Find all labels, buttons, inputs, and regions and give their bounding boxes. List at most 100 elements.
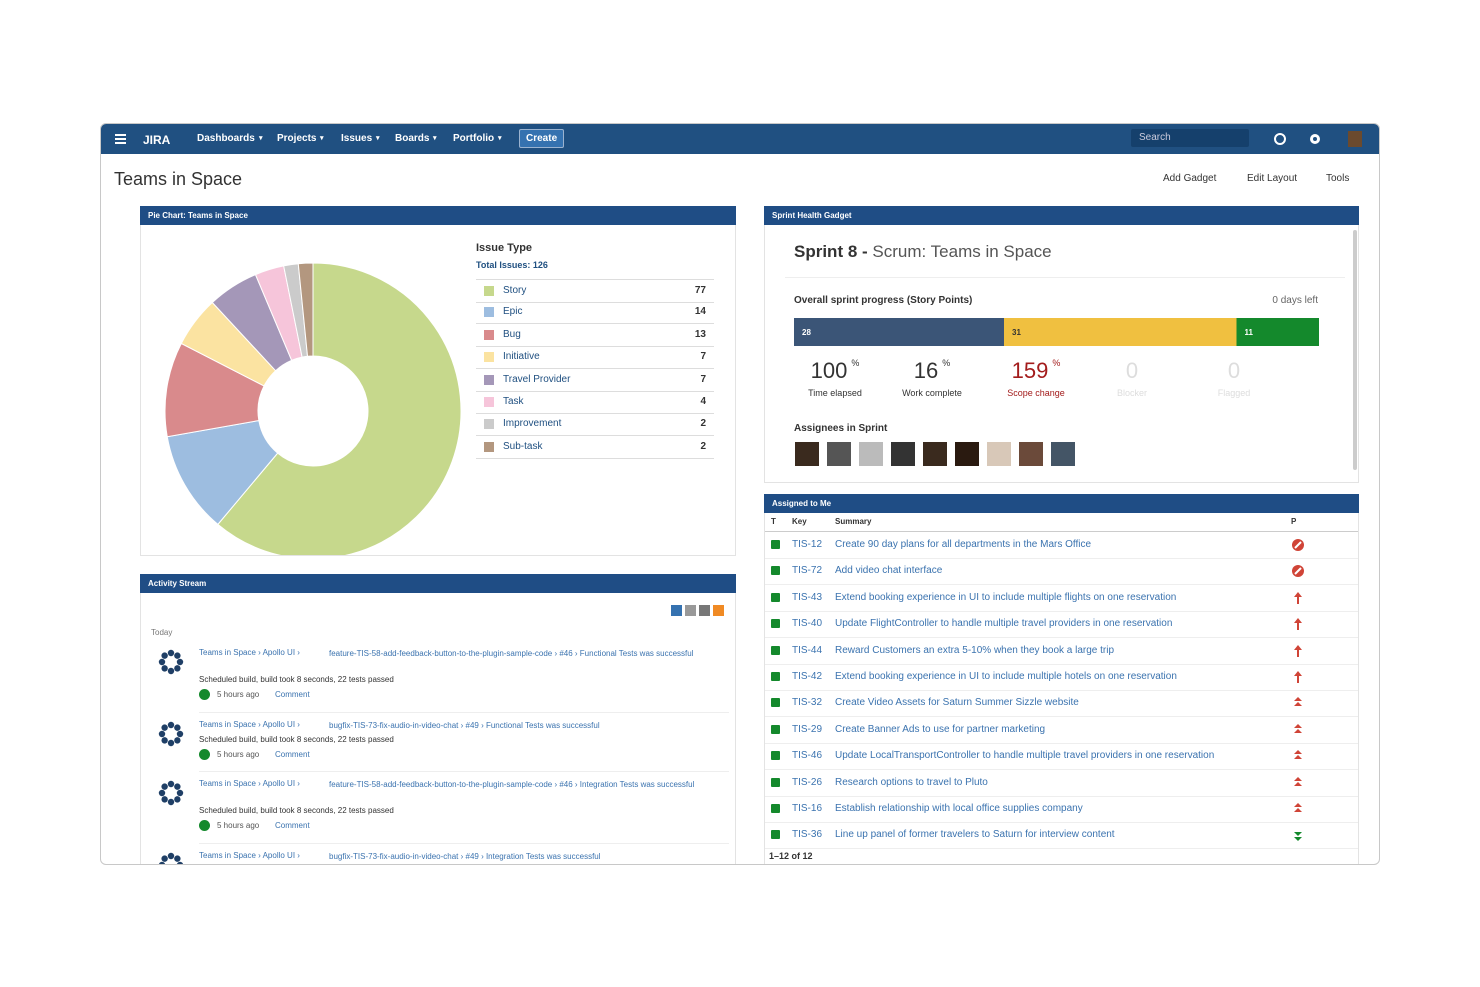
sprint-stat: 100% Time elapsed bbox=[790, 358, 880, 398]
issue-row[interactable]: TIS-26 Research options to travel to Plut… bbox=[765, 770, 1358, 797]
issue-row[interactable]: TIS-72 Add video chat interface bbox=[765, 558, 1358, 586]
issue-type-icon bbox=[771, 698, 780, 708]
menu-icon[interactable] bbox=[115, 133, 127, 145]
activity-link[interactable]: bugfix-TIS-73-fix-audio-in-video-chat › … bbox=[329, 721, 600, 730]
issue-summary[interactable]: Add video chat interface bbox=[835, 565, 943, 577]
icon-dot bbox=[174, 665, 181, 672]
caret: ▾ bbox=[259, 135, 263, 142]
caret: ▾ bbox=[433, 135, 437, 142]
activity-comment[interactable]: Comment bbox=[275, 750, 310, 759]
legend-value: 7 bbox=[700, 373, 706, 385]
issue-summary[interactable]: Line up panel of former travelers to Sat… bbox=[835, 829, 1115, 841]
issue-key[interactable]: TIS-43 bbox=[792, 591, 823, 603]
legend-swatch bbox=[484, 374, 494, 385]
legend-value: 77 bbox=[694, 285, 706, 296]
issue-summary[interactable]: Reward Customers an extra 5-10% when the… bbox=[835, 644, 1115, 656]
issue-key[interactable]: TIS-26 bbox=[792, 776, 823, 788]
caret: ▾ bbox=[498, 135, 502, 142]
issue-key[interactable]: TIS-46 bbox=[792, 750, 823, 762]
legend-swatch bbox=[484, 352, 494, 363]
nav-item[interactable]: Issues bbox=[341, 133, 373, 144]
success-icon bbox=[199, 749, 210, 760]
nav-item[interactable]: Portfolio bbox=[453, 133, 495, 144]
issue-row[interactable]: TIS-46 Update LocalTransportController to… bbox=[765, 743, 1358, 771]
issue-row[interactable]: TIS-43 Extend booking experience in UI to… bbox=[765, 585, 1358, 612]
entry-divider bbox=[199, 843, 729, 844]
activity-project[interactable]: Teams in Space › Apollo UI › bbox=[199, 648, 300, 657]
issue-summary[interactable]: Extend booking experience in UI to inclu… bbox=[835, 671, 1177, 682]
icon-dot bbox=[158, 730, 166, 738]
nav-item[interactable]: Dashboards bbox=[197, 133, 255, 144]
issue-key[interactable]: TIS-44 bbox=[792, 644, 823, 656]
issue-key[interactable]: TIS-36 bbox=[792, 829, 823, 841]
stat-value: 100 bbox=[810, 358, 848, 383]
create-button[interactable]: Create bbox=[519, 129, 565, 148]
build-icon bbox=[158, 721, 184, 747]
issue-key[interactable]: TIS-40 bbox=[792, 618, 823, 630]
activity-comment[interactable]: Comment bbox=[275, 821, 310, 830]
legend-swatch bbox=[484, 307, 494, 318]
issue-row[interactable]: TIS-29 Create Banner Ads to use for partn… bbox=[765, 717, 1358, 744]
issue-type-icon bbox=[771, 619, 780, 629]
icon-dot bbox=[174, 737, 181, 744]
sprint-stat: 16% Work complete bbox=[887, 358, 977, 398]
page-action[interactable]: Add Gadget bbox=[1163, 173, 1217, 184]
issue-summary[interactable]: Establish relationship with local office… bbox=[835, 803, 1083, 814]
activity-comment[interactable]: Comment bbox=[275, 690, 310, 699]
sprint-stats: 100% Time elapsed 16% Work complete 159% Scop… bbox=[775, 358, 1335, 408]
issue-summary[interactable]: Create 90 day plans for all departments … bbox=[835, 539, 1092, 550]
nav-item[interactable]: Boards bbox=[395, 133, 430, 144]
logo[interactable]: JIRA bbox=[143, 133, 171, 147]
browser-window: JIRA Create Search Dashboards ▾ Projects ▾ I… bbox=[100, 123, 1380, 865]
assignee-avatars bbox=[795, 442, 1075, 466]
stat-value: 159 bbox=[1011, 358, 1049, 383]
issue-key[interactable]: TIS-12 bbox=[792, 539, 823, 550]
success-dot bbox=[199, 820, 210, 831]
activity-link[interactable]: feature-TIS-58-add-feedback-button-to-th… bbox=[329, 649, 694, 658]
issue-type-icon bbox=[771, 804, 780, 813]
activity-project[interactable]: Teams in Space › Apollo UI › bbox=[199, 851, 300, 860]
activity-link[interactable]: bugfix-TIS-73-fix-audio-in-video-chat › … bbox=[329, 852, 601, 861]
activity-project[interactable]: Teams in Space › Apollo UI › bbox=[199, 779, 300, 788]
issue-summary[interactable]: Research options to travel to Pluto bbox=[835, 776, 988, 788]
issue-key[interactable]: TIS-42 bbox=[792, 671, 823, 682]
legend-swatch bbox=[484, 441, 494, 452]
issue-row[interactable]: TIS-12 Create 90 day plans for all depart… bbox=[765, 532, 1358, 559]
issue-key[interactable]: TIS-16 bbox=[792, 803, 823, 814]
icon-dot bbox=[161, 665, 168, 672]
issue-row[interactable]: TIS-42 Extend booking experience in UI to… bbox=[765, 664, 1358, 691]
scrollbar[interactable] bbox=[1353, 230, 1357, 470]
success-icon bbox=[199, 689, 210, 700]
issue-row[interactable]: TIS-32 Create Video Assets for Saturn Sum… bbox=[765, 690, 1358, 718]
issue-row[interactable]: TIS-40 Update FlightController to handle … bbox=[765, 611, 1358, 639]
issue-key[interactable]: TIS-32 bbox=[792, 697, 823, 709]
activity-link[interactable]: feature-TIS-58-add-feedback-button-to-th… bbox=[329, 780, 695, 789]
issue-key[interactable]: TIS-29 bbox=[792, 723, 823, 735]
issue-row[interactable]: TIS-36 Line up panel of former travelers … bbox=[765, 822, 1358, 850]
issue-summary[interactable]: Create Video Assets for Saturn Summer Si… bbox=[835, 697, 1079, 709]
blocker-bar bbox=[1294, 541, 1302, 549]
issue-key[interactable]: TIS-72 bbox=[792, 565, 823, 577]
issue-row[interactable]: TIS-44 Reward Customers an extra 5-10% wh… bbox=[765, 638, 1358, 665]
issue-type-icon bbox=[771, 751, 780, 761]
assigned-gadget: T Key Summary P TIS-12 Create 90 day plans f… bbox=[764, 513, 1359, 864]
issue-summary[interactable]: Create Banner Ads to use for partner mar… bbox=[835, 723, 1046, 735]
page-action[interactable]: Edit Layout bbox=[1247, 173, 1298, 184]
activity-project[interactable]: Teams in Space › Apollo UI › bbox=[199, 720, 300, 729]
icon-dot bbox=[174, 796, 181, 803]
icon-dot bbox=[176, 658, 184, 666]
nav-item[interactable]: Projects bbox=[277, 133, 317, 144]
major bbox=[1294, 776, 1302, 786]
issue-row[interactable]: TIS-16 Establish relationship with local … bbox=[765, 796, 1358, 823]
pie-gadget: Issue Type Total Issues: 126 Story 77 Epic… bbox=[140, 225, 736, 556]
stat-value: 16 bbox=[913, 358, 939, 383]
search-box[interactable]: Search bbox=[1131, 129, 1249, 147]
issue-summary[interactable]: Update FlightController to handle multip… bbox=[835, 618, 1173, 630]
nav-icons[interactable] bbox=[1271, 131, 1371, 149]
issue-summary[interactable]: Extend booking experience in UI to inclu… bbox=[835, 591, 1177, 603]
issue-summary[interactable]: Update LocalTransportController to handl… bbox=[835, 750, 1215, 762]
icon-dot bbox=[167, 798, 175, 806]
stream-icons[interactable] bbox=[671, 605, 729, 617]
page-action[interactable]: Tools bbox=[1326, 173, 1350, 184]
priority-icon bbox=[1294, 671, 1302, 683]
